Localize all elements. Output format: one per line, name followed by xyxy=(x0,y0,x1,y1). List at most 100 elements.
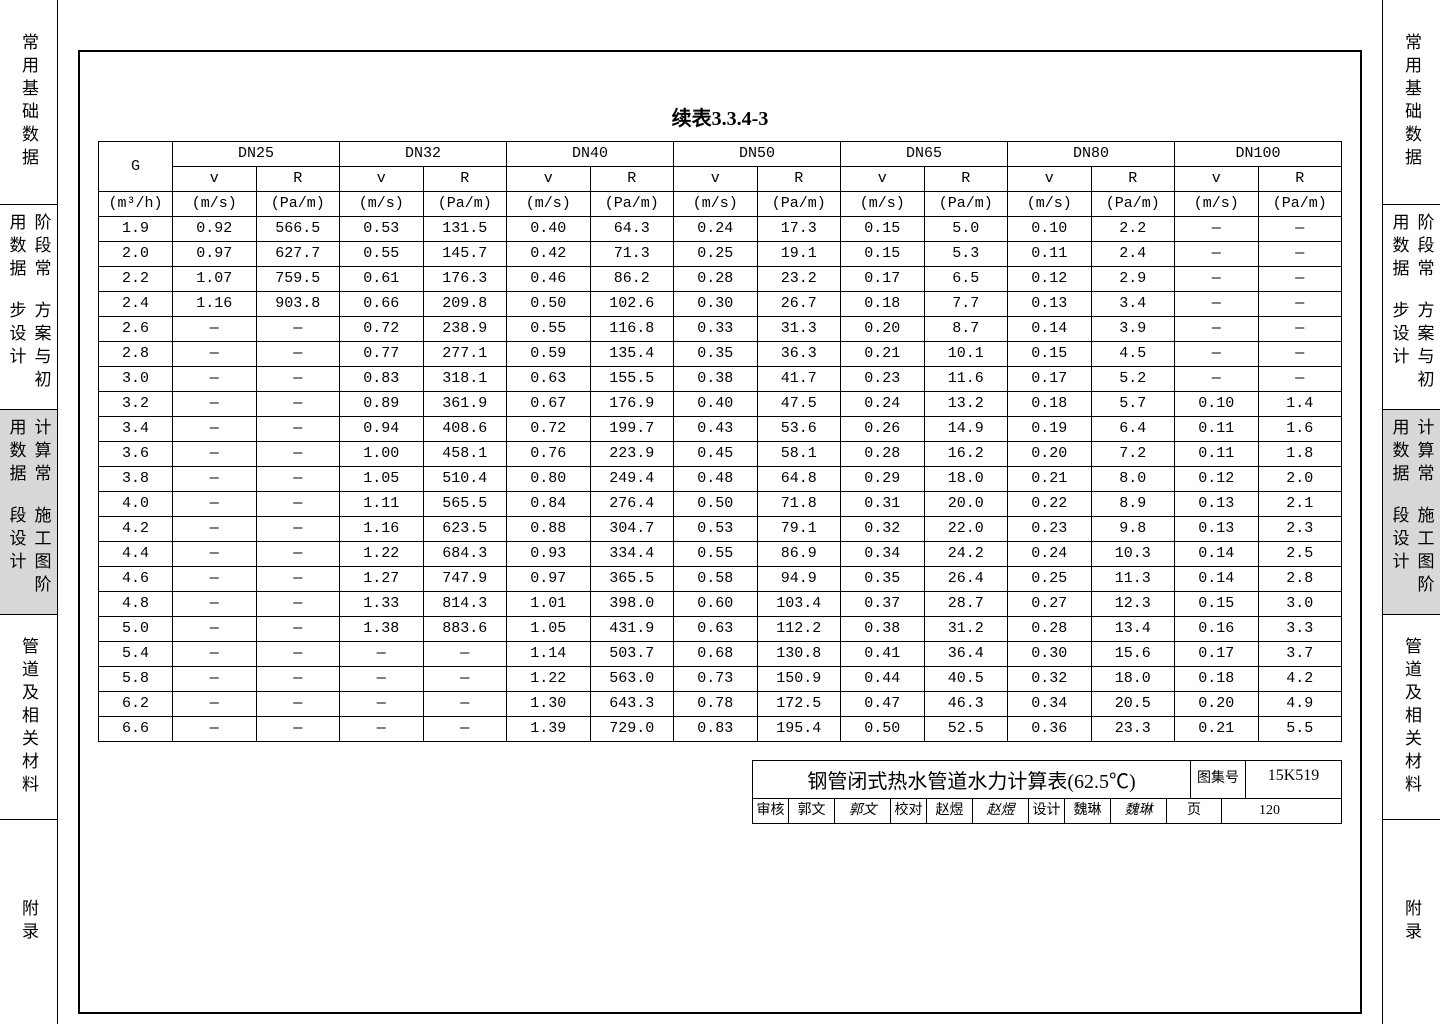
data-cell: 116.8 xyxy=(590,317,674,342)
data-cell: 94.9 xyxy=(757,567,841,592)
data-cell: — xyxy=(1175,267,1259,292)
data-cell: 0.66 xyxy=(340,292,424,317)
unit-g: (m³/h) xyxy=(99,192,173,217)
g-cell: 6.6 xyxy=(99,717,173,742)
data-cell: 0.17 xyxy=(1008,367,1092,392)
data-cell: — xyxy=(1258,267,1342,292)
side-tab-4[interactable]: 附录 xyxy=(0,820,57,1024)
data-cell: 3.0 xyxy=(1258,592,1342,617)
review-name: 郭文 xyxy=(789,799,835,823)
data-cell: — xyxy=(173,492,257,517)
data-cell: 1.01 xyxy=(507,592,591,617)
unit-cell: (m/s) xyxy=(1008,192,1092,217)
g-cell: 4.6 xyxy=(99,567,173,592)
data-cell: 36.4 xyxy=(924,642,1008,667)
data-cell: — xyxy=(1258,292,1342,317)
sheet-no-value: 15K519 xyxy=(1246,761,1341,798)
data-cell: 2.5 xyxy=(1258,542,1342,567)
data-cell: 398.0 xyxy=(590,592,674,617)
data-cell: 0.28 xyxy=(841,442,925,467)
data-cell: 0.84 xyxy=(507,492,591,517)
data-cell: — xyxy=(340,717,424,742)
g-cell: 2.6 xyxy=(99,317,173,342)
left-side-tabs: 常用基础数据阶段常用数据方案与初步设计计算常用数据施工图阶段设计管道及相关材料附… xyxy=(0,0,58,1024)
data-cell: 334.4 xyxy=(590,542,674,567)
right-side-tabs: 常用基础数据阶段常用数据方案与初步设计计算常用数据施工图阶段设计管道及相关材料附… xyxy=(1382,0,1440,1024)
data-cell: 79.1 xyxy=(757,517,841,542)
data-cell: 361.9 xyxy=(423,392,507,417)
data-cell: 3.4 xyxy=(1091,292,1175,317)
data-cell: 566.5 xyxy=(256,217,340,242)
data-cell: 1.33 xyxy=(340,592,424,617)
data-cell: — xyxy=(256,367,340,392)
side-tab-2[interactable]: 计算常用数据施工图阶段设计 xyxy=(0,410,57,615)
data-cell: — xyxy=(173,317,257,342)
data-cell: 0.10 xyxy=(1008,217,1092,242)
unit-cell: (Pa/m) xyxy=(423,192,507,217)
data-cell: 0.25 xyxy=(674,242,758,267)
data-cell: 0.38 xyxy=(841,617,925,642)
table-row: 2.00.97627.70.55145.70.4271.30.2519.10.1… xyxy=(99,242,1342,267)
drawing-frame: 续表3.3.4-3 GDN25DN32DN40DN50DN65DN80DN100… xyxy=(78,50,1362,1014)
data-cell: 64.3 xyxy=(590,217,674,242)
data-cell: — xyxy=(256,667,340,692)
data-cell: — xyxy=(1175,342,1259,367)
data-cell: 0.78 xyxy=(674,692,758,717)
data-cell: 684.3 xyxy=(423,542,507,567)
g-cell: 2.0 xyxy=(99,242,173,267)
data-cell: 2.4 xyxy=(1091,242,1175,267)
data-cell: — xyxy=(423,692,507,717)
side-tab-3[interactable]: 管道及相关材料 xyxy=(1383,615,1440,820)
data-cell: 0.27 xyxy=(1008,592,1092,617)
sub-header-v: v xyxy=(841,167,925,192)
data-cell: 238.9 xyxy=(423,317,507,342)
data-cell: 0.15 xyxy=(1175,592,1259,617)
data-cell: 0.26 xyxy=(841,417,925,442)
data-cell: 0.23 xyxy=(841,367,925,392)
data-cell: 0.37 xyxy=(841,592,925,617)
g-cell: 4.0 xyxy=(99,492,173,517)
data-cell: 209.8 xyxy=(423,292,507,317)
data-cell: 2.2 xyxy=(1091,217,1175,242)
data-cell: 0.47 xyxy=(841,692,925,717)
col-header-dn50: DN50 xyxy=(674,142,841,167)
table-row: 2.8——0.77277.10.59135.40.3536.30.2110.10… xyxy=(99,342,1342,367)
data-cell: 1.22 xyxy=(507,667,591,692)
data-cell: 623.5 xyxy=(423,517,507,542)
data-cell: 0.58 xyxy=(674,567,758,592)
data-cell: — xyxy=(173,717,257,742)
side-tab-1[interactable]: 阶段常用数据方案与初步设计 xyxy=(0,205,57,410)
data-cell: 0.19 xyxy=(1008,417,1092,442)
data-cell: 13.4 xyxy=(1091,617,1175,642)
data-cell: 0.77 xyxy=(340,342,424,367)
col-header-dn100: DN100 xyxy=(1175,142,1342,167)
side-tab-0[interactable]: 常用基础数据 xyxy=(0,0,57,205)
data-cell: 53.6 xyxy=(757,417,841,442)
data-cell: 7.7 xyxy=(924,292,1008,317)
side-tab-0[interactable]: 常用基础数据 xyxy=(1383,0,1440,205)
data-cell: 8.0 xyxy=(1091,467,1175,492)
data-cell: 2.3 xyxy=(1258,517,1342,542)
data-cell: — xyxy=(173,667,257,692)
data-cell: 0.68 xyxy=(674,642,758,667)
data-cell: 0.80 xyxy=(507,467,591,492)
sub-header-v: v xyxy=(1175,167,1259,192)
data-cell: 0.15 xyxy=(1008,342,1092,367)
side-tab-4[interactable]: 附录 xyxy=(1383,820,1440,1024)
data-cell: — xyxy=(423,667,507,692)
side-tab-2[interactable]: 计算常用数据施工图阶段设计 xyxy=(1383,410,1440,615)
data-cell: 20.5 xyxy=(1091,692,1175,717)
data-cell: 10.3 xyxy=(1091,542,1175,567)
side-tab-3[interactable]: 管道及相关材料 xyxy=(0,615,57,820)
side-tab-1[interactable]: 阶段常用数据方案与初步设计 xyxy=(1383,205,1440,410)
g-cell: 1.9 xyxy=(99,217,173,242)
data-cell: 0.11 xyxy=(1175,442,1259,467)
data-cell: 172.5 xyxy=(757,692,841,717)
data-cell: 0.55 xyxy=(674,542,758,567)
unit-cell: (Pa/m) xyxy=(1258,192,1342,217)
data-cell: 223.9 xyxy=(590,442,674,467)
table-row: 3.0——0.83318.10.63155.50.3841.70.2311.60… xyxy=(99,367,1342,392)
unit-cell: (m/s) xyxy=(1175,192,1259,217)
g-cell: 2.2 xyxy=(99,267,173,292)
data-cell: — xyxy=(340,692,424,717)
